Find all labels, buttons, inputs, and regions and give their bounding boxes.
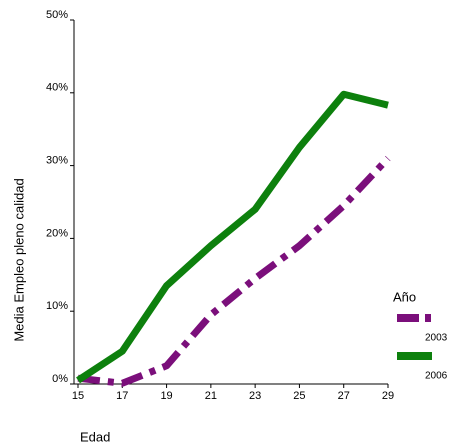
series-line xyxy=(77,155,391,387)
x-axis-label: Edad xyxy=(80,429,110,444)
y-tick-label: 0% xyxy=(52,373,68,385)
x-tick-label: 17 xyxy=(116,390,128,402)
x-tick-label: 15 xyxy=(72,390,84,402)
legend-title: Año xyxy=(393,289,416,304)
x-tick-label: 27 xyxy=(338,390,350,402)
x-tick-label: 25 xyxy=(293,390,305,402)
series-line xyxy=(76,90,389,384)
x-tick-label: 29 xyxy=(382,390,394,402)
x-tick-label: 21 xyxy=(205,390,217,402)
y-axis-label: Media Empleo pleno calidad xyxy=(11,178,26,341)
y-tick-label: 40% xyxy=(46,82,68,94)
legend-label: 2003 xyxy=(425,333,448,344)
y-tick-label: 10% xyxy=(46,300,68,312)
y-tick-label: 50% xyxy=(46,9,68,21)
x-tick-label: 23 xyxy=(249,390,261,402)
x-tick-label: 19 xyxy=(160,390,172,402)
y-tick-label: 20% xyxy=(46,227,68,239)
y-tick-label: 30% xyxy=(46,155,68,167)
legend-label: 2006 xyxy=(425,371,448,382)
